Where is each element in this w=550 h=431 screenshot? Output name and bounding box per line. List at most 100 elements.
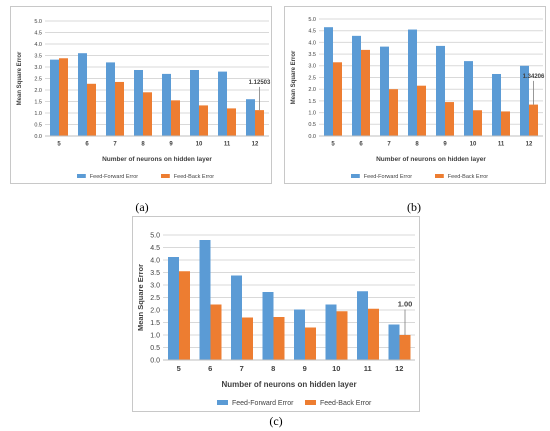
y-tick-label: 4.0: [34, 42, 42, 48]
y-tick-label: 4.5: [150, 245, 160, 252]
feed-back-bar: [199, 105, 208, 136]
feed-forward-bar: [50, 59, 59, 136]
feed-forward-bar: [436, 45, 445, 136]
x-tick-label: 7: [240, 364, 244, 373]
x-tick-label: 8: [141, 142, 145, 148]
legend-feed-back-swatch: [161, 174, 170, 178]
x-tick-label: 10: [332, 364, 340, 373]
x-tick-label: 10: [470, 142, 477, 148]
y-tick-label: 0.5: [150, 345, 160, 352]
y-tick-label: 1.5: [34, 99, 42, 105]
x-tick-label: 11: [224, 142, 231, 148]
x-tick-label: 6: [85, 142, 89, 148]
feed-back-bar: [501, 111, 510, 136]
y-tick-label: 2.0: [308, 87, 316, 93]
x-tick-label: 12: [252, 142, 259, 148]
feed-forward-bar: [492, 73, 501, 136]
x-tick-label: 6: [359, 142, 363, 148]
y-tick-label: 2.0: [34, 88, 42, 94]
feed-back-bar: [305, 327, 316, 360]
annotation-label: 1.34206: [523, 74, 545, 80]
feed-forward-bar: [168, 257, 179, 360]
x-tick-label: 12: [395, 364, 403, 373]
y-tick-label: 4.0: [308, 40, 316, 46]
legend-feed-back-label: Feed-Back Error: [174, 174, 215, 180]
x-tick-label: 12: [526, 142, 533, 148]
legend-feed-back-swatch: [435, 174, 444, 178]
y-tick-label: 3.0: [308, 64, 316, 70]
y-tick-label: 1.0: [150, 332, 160, 339]
feed-forward-bar: [294, 309, 305, 360]
y-tick-label: 0.5: [34, 122, 42, 128]
legend-feed-forward-label: Feed-Forward Error: [364, 174, 412, 180]
legend-feed-back-swatch: [305, 400, 316, 405]
y-tick-label: 5.0: [308, 17, 316, 23]
feed-back-bar: [368, 308, 379, 360]
feed-forward-bar: [464, 61, 473, 137]
feed-forward-bar: [324, 27, 333, 136]
y-tick-label: 3.5: [34, 53, 42, 59]
feed-forward-bar: [388, 324, 400, 360]
x-tick-label: 5: [57, 142, 61, 148]
feed-back-bar: [227, 108, 236, 136]
y-axis-label: Mean Square Error: [17, 51, 23, 105]
y-tick-label: 1.5: [308, 99, 316, 105]
y-axis-label: Mean Square Error: [291, 50, 297, 104]
feed-back-bar: [242, 317, 253, 360]
legend-feed-back-label: Feed-Back Error: [448, 174, 489, 180]
x-axis-label: Number of neurons on hidden layer: [221, 380, 356, 389]
feed-back-bar: [210, 304, 222, 360]
y-tick-label: 5.0: [150, 232, 160, 239]
x-tick-label: 8: [415, 142, 419, 148]
x-tick-label: 7: [387, 142, 391, 148]
caption-a: (a): [135, 200, 149, 214]
y-tick-label: 1.0: [34, 111, 42, 117]
legend-feed-forward-swatch: [217, 400, 228, 405]
y-tick-label: 4.0: [150, 257, 160, 264]
legend-feed-forward-swatch: [77, 174, 86, 178]
chart-panel-c: 0.0 0.5 1.0 1.5 2.0 2.5 3.0 3.5 4.0 4.5 5.0 Mean Sq…: [132, 216, 420, 412]
x-tick-label: 10: [196, 142, 203, 148]
chart-b-svg: 0.0 0.5 1.0 1.5 2.0 2.5 3.0 3.5 4.0 4.5 5.0 Mean Sq…: [291, 17, 545, 180]
annotation-label: 1.12503: [249, 80, 271, 86]
y-axis-label: Mean Square Error: [136, 264, 145, 331]
caption-b: (b): [407, 200, 421, 214]
legend-feed-back-label: Feed-Back Error: [320, 400, 372, 407]
feed-forward-bar: [262, 292, 274, 360]
annotation-label: 1.00: [398, 300, 413, 309]
feed-forward-bar: [231, 275, 242, 360]
chart-panel-b: 0.0 0.5 1.0 1.5 2.0 2.5 3.0 3.5 4.0 4.5 5.0 Mean Sq…: [284, 6, 546, 184]
feed-back-bar: [171, 100, 180, 136]
feed-back-bar: [389, 89, 398, 136]
feed-back-bar: [179, 271, 190, 360]
y-tick-label: 3.5: [150, 270, 160, 277]
y-tick-label: 3.5: [308, 52, 316, 58]
feed-back-bar: [473, 110, 482, 136]
legend-feed-forward-swatch: [351, 174, 360, 178]
x-tick-label: 8: [271, 364, 275, 373]
x-tick-label: 9: [169, 142, 173, 148]
y-tick-label: 0.0: [308, 134, 316, 140]
x-tick-label: 5: [177, 364, 181, 373]
y-tick-label: 0.0: [150, 357, 160, 364]
feed-forward-bar: [380, 46, 389, 136]
x-tick-label: 6: [208, 364, 212, 373]
y-tick-label: 2.5: [34, 76, 42, 82]
chart-a-svg: 0.0 0.5 1.0 1.5 2.0 2.5 3.0 3.5 4.0 4.5 5.0 Mean Sq…: [17, 19, 271, 180]
x-axis-label: Number of neurons on hidden layer: [102, 156, 212, 163]
y-tick-label: 4.5: [308, 29, 316, 35]
feed-forward-bar: [408, 29, 417, 137]
feed-back-bar: [417, 85, 426, 136]
y-tick-label: 2.5: [308, 75, 316, 81]
x-tick-label: 9: [303, 364, 307, 373]
x-axis-label: Number of neurons on hidden layer: [376, 156, 486, 163]
feed-forward-bar: [520, 65, 529, 136]
y-tick-label: 3.0: [34, 65, 42, 71]
feed-forward-bar: [325, 304, 337, 360]
legend-feed-forward-label: Feed-Forward Error: [90, 174, 138, 180]
x-tick-label: 7: [113, 142, 117, 148]
y-tick-label: 2.5: [150, 295, 160, 302]
x-tick-label: 9: [443, 142, 447, 148]
feed-forward-bar: [357, 291, 368, 360]
feed-forward-bar: [162, 73, 171, 136]
